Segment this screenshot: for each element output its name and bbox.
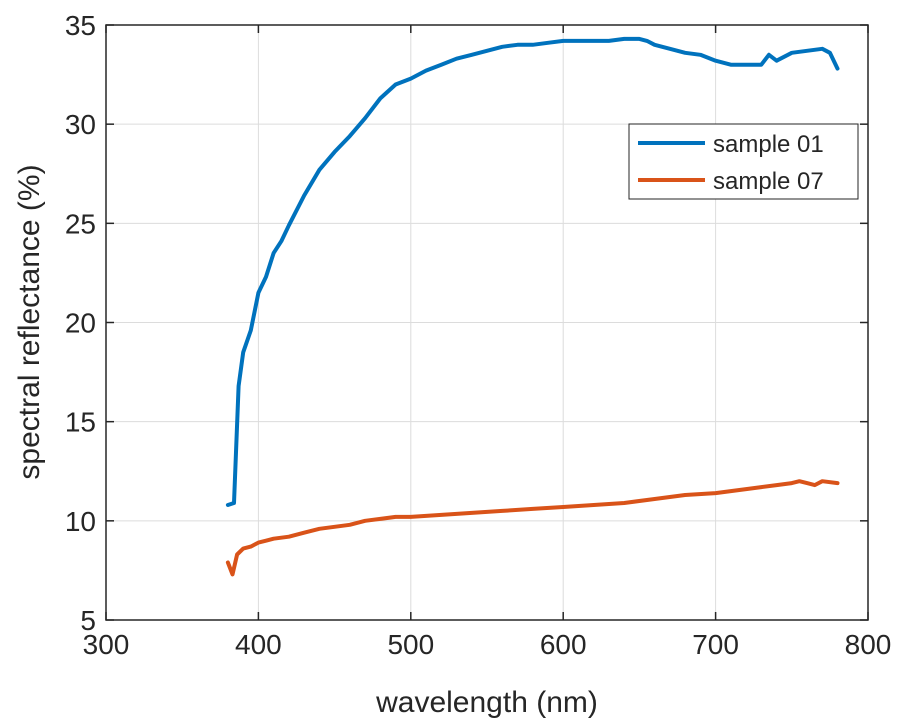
- x-tick-label: 500: [387, 629, 434, 660]
- series-lines: [225, 36, 840, 577]
- y-tick-label: 10: [65, 506, 96, 537]
- y-axis-label: spectral reflectance (%): [13, 164, 46, 479]
- x-tick-label: 700: [692, 629, 739, 660]
- x-tick-label: 400: [235, 629, 282, 660]
- x-axis-label: wavelength (nm): [375, 686, 598, 719]
- series-line-1: [225, 36, 840, 507]
- series-line-2: [225, 479, 840, 577]
- y-tick-label: 30: [65, 109, 96, 140]
- y-axis-ticks: 5 10 15 20 25 30 35: [65, 10, 868, 636]
- y-tick-label: 25: [65, 208, 96, 239]
- y-tick-label: 35: [65, 10, 96, 41]
- y-tick-label: 20: [65, 308, 96, 339]
- x-tick-label: 800: [845, 629, 892, 660]
- x-tick-label: 600: [540, 629, 587, 660]
- x-axis-ticks: 300 400 500 600 700 800: [83, 25, 892, 660]
- y-tick-label: 15: [65, 407, 96, 438]
- legend-label-2: sample 07: [713, 168, 824, 195]
- legend-label-1: sample 01: [713, 131, 824, 158]
- x-tick-label: 300: [83, 629, 130, 660]
- legend: sample 01 sample 07: [628, 123, 859, 200]
- y-tick-label: 5: [80, 605, 96, 636]
- legend-box: [628, 123, 859, 200]
- grid-lines: [105, 24, 869, 621]
